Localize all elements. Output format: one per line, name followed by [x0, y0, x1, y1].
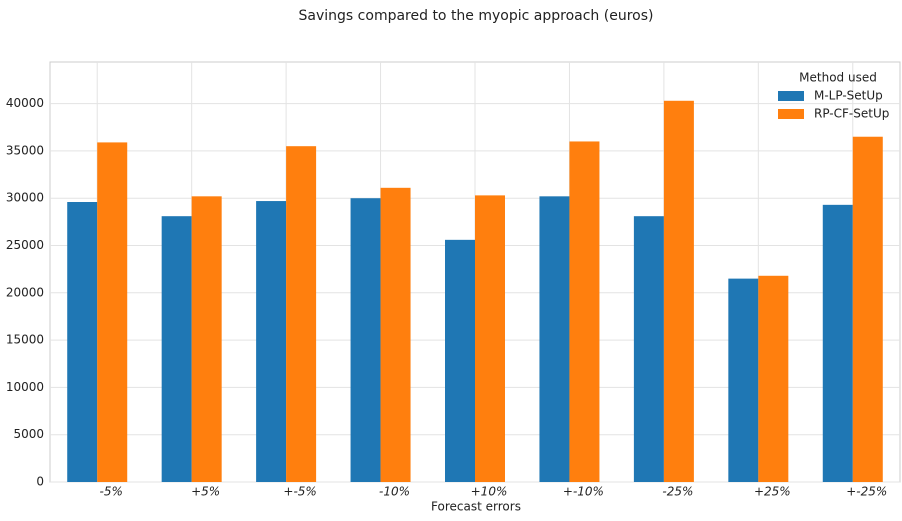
x-tick-label: +-25% [846, 485, 887, 499]
legend-swatch [778, 91, 804, 101]
x-tick-label: -10% [379, 485, 410, 499]
legend-label: M-LP-SetUp [814, 89, 883, 103]
x-tick-label: +5% [191, 485, 220, 499]
bar [633, 216, 664, 482]
bar [97, 142, 128, 483]
x-axis-label: Forecast errors [431, 500, 521, 514]
bar [191, 196, 222, 482]
bar [539, 196, 570, 482]
x-tick-label: +-10% [563, 485, 604, 499]
chart-title: Savings compared to the myopic approach … [299, 8, 654, 24]
bar [822, 204, 853, 483]
bar [758, 275, 789, 482]
y-tick-label: 5000 [13, 427, 44, 441]
bar [67, 202, 98, 482]
bar [728, 278, 759, 482]
bar [445, 239, 475, 482]
x-tick-label: +-5% [283, 485, 316, 499]
y-tick-label: 30000 [6, 191, 44, 205]
bar [852, 136, 883, 482]
legend-label: RP-CF-SetUp [814, 107, 889, 121]
y-tick-label: 15000 [6, 333, 44, 347]
y-tick-label: 35000 [6, 143, 44, 157]
bar [161, 216, 192, 482]
bar [569, 141, 600, 482]
x-tick-label: -5% [100, 485, 123, 499]
bar [350, 198, 381, 482]
legend-swatch [778, 109, 804, 119]
legend-title: Method used [799, 71, 877, 85]
y-tick-label: 40000 [6, 96, 44, 110]
bar [663, 100, 694, 482]
y-tick-label: 20000 [6, 285, 44, 299]
x-tick-label: +10% [471, 485, 508, 499]
y-tick-label: 25000 [6, 238, 44, 252]
x-tick-label: +25% [754, 485, 791, 499]
bar [256, 201, 287, 482]
bar [286, 146, 317, 482]
bar [380, 187, 411, 483]
x-tick-label: -25% [662, 485, 693, 499]
bar [475, 195, 505, 483]
y-tick-label: 10000 [6, 380, 44, 394]
y-tick-label: 0 [36, 475, 44, 489]
